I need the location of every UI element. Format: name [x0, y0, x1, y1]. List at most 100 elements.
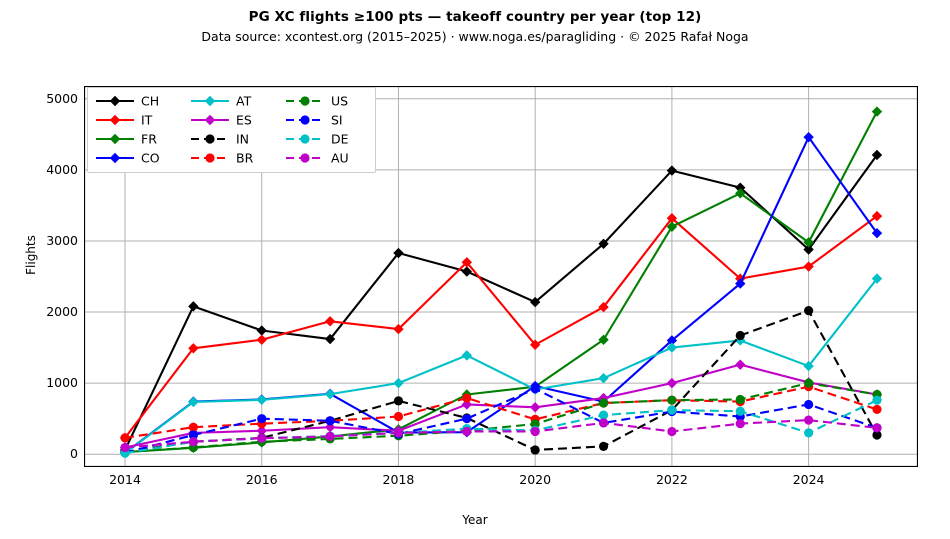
- legend-label-BR: BR: [236, 151, 254, 166]
- data-point: [666, 377, 678, 389]
- legend-marker-IT: [109, 114, 121, 126]
- legend-marker-CH: [109, 95, 121, 107]
- legend-item-AT[interactable]: AT: [191, 94, 252, 109]
- data-point: [735, 359, 746, 370]
- legend-label-ES: ES: [236, 113, 252, 128]
- data-point: [735, 188, 746, 199]
- data-point: [667, 426, 677, 437]
- data-point: [872, 423, 882, 433]
- data-point: [872, 395, 882, 405]
- data-point: [120, 433, 130, 443]
- data-point: [803, 360, 814, 372]
- data-point: [598, 441, 609, 451]
- data-point: [393, 411, 404, 422]
- series-AU: [120, 415, 882, 453]
- data-point: [188, 437, 198, 447]
- legend-label-CO: CO: [141, 151, 160, 166]
- x-tick-label: 2018: [382, 472, 415, 487]
- x-tick-label: 2014: [109, 472, 141, 487]
- y-tick-label: 4000: [46, 161, 78, 177]
- y-tick-label: 0: [70, 446, 78, 462]
- data-point: [188, 430, 198, 440]
- legend-item-FR[interactable]: FR: [96, 132, 157, 147]
- legend-label-IN: IN: [236, 132, 249, 147]
- data-point: [393, 377, 404, 389]
- data-point: [325, 416, 335, 426]
- data-point: [530, 426, 540, 437]
- data-point: [461, 266, 473, 277]
- data-point: [804, 428, 814, 438]
- legend-marker-SI: [300, 115, 310, 125]
- data-point: [735, 406, 745, 416]
- legend-label-AT: AT: [236, 94, 252, 109]
- data-point: [325, 431, 335, 442]
- legend-marker-FR: [109, 133, 121, 145]
- data-point: [188, 422, 198, 432]
- x-tick-label: 2016: [245, 472, 278, 487]
- data-point: [666, 213, 678, 224]
- legend-marker-DE: [300, 134, 310, 144]
- data-point: [803, 244, 814, 255]
- data-point: [735, 278, 746, 289]
- data-point: [256, 394, 267, 406]
- data-point: [871, 273, 883, 284]
- y-tick-label: 5000: [46, 90, 78, 106]
- series-line-BR: [124, 385, 878, 439]
- data-point: [598, 418, 609, 428]
- data-point: [393, 428, 404, 438]
- data-point: [804, 399, 814, 410]
- data-point: [804, 415, 814, 425]
- legend-item-CH[interactable]: CH: [96, 94, 159, 109]
- legend-item-US[interactable]: US: [286, 94, 348, 109]
- data-point: [804, 306, 814, 316]
- y-axis-tick-labels: 0 1000 2000 3000 4000 5000: [26, 86, 78, 467]
- y-tick-label: 2000: [46, 304, 78, 320]
- data-point: [529, 402, 541, 413]
- data-point: [803, 237, 814, 248]
- data-point: [666, 335, 678, 346]
- legend-label-FR: FR: [141, 132, 157, 147]
- data-point: [530, 384, 540, 394]
- data-point: [735, 419, 745, 429]
- data-point: [871, 210, 883, 222]
- legend-item-SI[interactable]: SI: [286, 113, 343, 128]
- data-point: [324, 388, 336, 400]
- data-point: [257, 433, 267, 443]
- data-point: [598, 410, 609, 420]
- legend-item-DE[interactable]: DE: [286, 132, 349, 147]
- data-point: [667, 395, 677, 405]
- x-tick-label: 2022: [655, 472, 688, 487]
- legend-marker-ES: [204, 114, 216, 126]
- legend-item-AU[interactable]: AU: [286, 151, 349, 166]
- legend-item-BR[interactable]: BR: [191, 151, 254, 166]
- series-line-AT: [124, 277, 878, 454]
- legend-label-SI: SI: [331, 113, 343, 128]
- legend-item-IT[interactable]: IT: [96, 113, 153, 128]
- data-point: [529, 296, 541, 308]
- y-tick-label: 3000: [46, 232, 78, 248]
- legend-item-ES[interactable]: ES: [191, 113, 252, 128]
- chart-legend[interactable]: CH IT FR CO AT ES IN BR US SI DE AU: [87, 87, 376, 173]
- data-point: [598, 238, 609, 250]
- data-point: [188, 301, 199, 312]
- data-point: [666, 221, 678, 232]
- data-point: [735, 182, 746, 193]
- data-point: [462, 393, 472, 403]
- series-line-FR: [124, 111, 878, 454]
- legend-label-US: US: [331, 94, 348, 109]
- legend-label-IT: IT: [141, 113, 153, 128]
- data-point: [598, 398, 609, 408]
- data-point: [871, 106, 883, 117]
- plot-frame: [84, 86, 918, 467]
- data-point: [598, 334, 609, 345]
- x-axis-tick-labels: 2014 2016 2018 2020 2022 2024: [84, 472, 918, 494]
- data-point: [393, 396, 404, 406]
- legend-item-CO[interactable]: CO: [96, 151, 160, 166]
- legend-label-DE: DE: [331, 132, 349, 147]
- data-point: [393, 247, 404, 259]
- legend-item-IN[interactable]: IN: [191, 132, 249, 147]
- x-axis-label: Year: [462, 513, 488, 527]
- data-point: [461, 257, 473, 268]
- data-point: [188, 396, 199, 408]
- data-point: [462, 426, 472, 437]
